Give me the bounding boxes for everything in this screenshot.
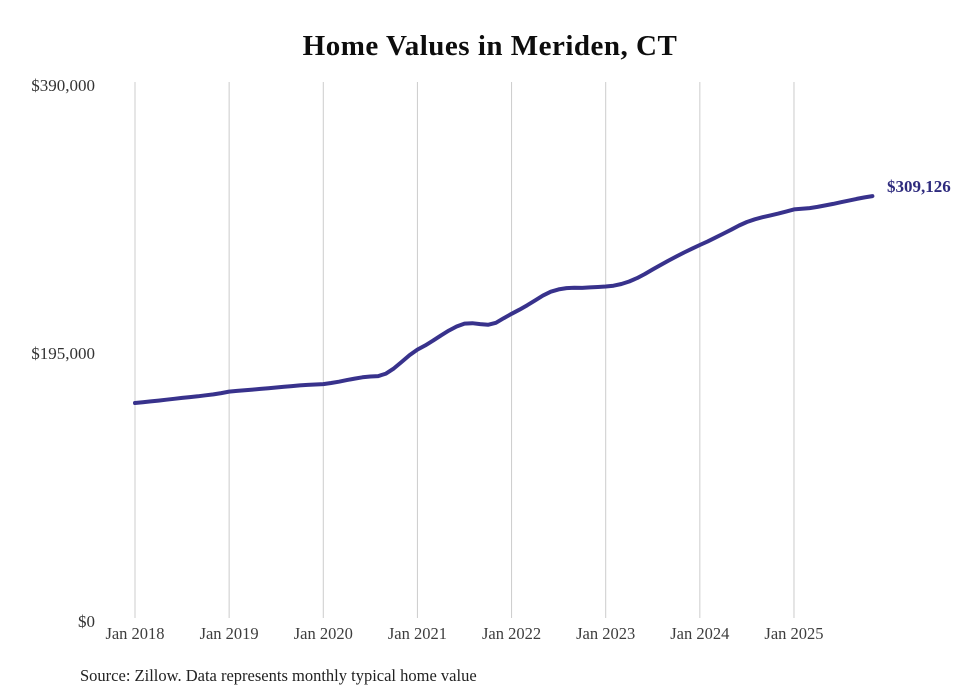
x-tick-label: Jan 2022 <box>482 624 541 643</box>
source-note: Source: Zillow. Data represents monthly … <box>80 666 477 685</box>
y-tick-label: $390,000 <box>31 76 95 95</box>
x-tick-label: Jan 2018 <box>105 624 164 643</box>
y-tick-label: $195,000 <box>31 344 95 363</box>
latest-value-label: $309,126 <box>887 177 951 196</box>
x-tick-label: Jan 2024 <box>670 624 729 643</box>
x-tick-label: Jan 2025 <box>764 624 823 643</box>
x-tick-label: Jan 2021 <box>388 624 447 643</box>
x-tick-label: Jan 2023 <box>576 624 635 643</box>
x-tick-label: Jan 2019 <box>200 624 259 643</box>
home-value-line <box>133 194 875 405</box>
x-tick-label: Jan 2020 <box>294 624 353 643</box>
y-tick-label: $0 <box>78 612 95 631</box>
chart-title: Home Values in Meriden, CT <box>302 30 678 62</box>
